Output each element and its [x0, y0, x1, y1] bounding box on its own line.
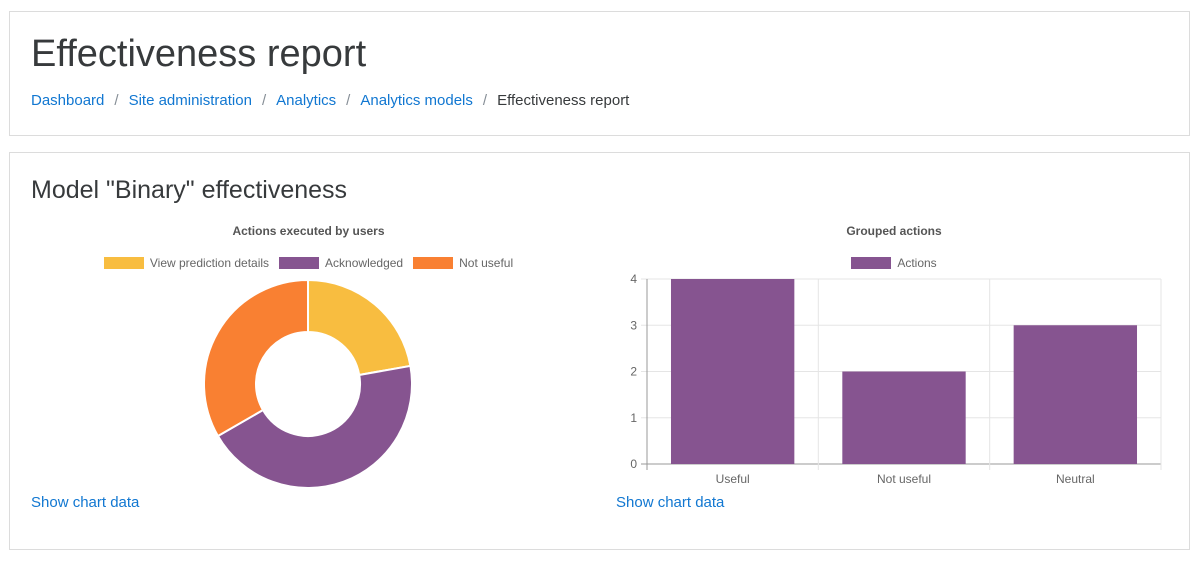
legend-item[interactable]: Acknowledged: [279, 256, 403, 270]
breadcrumb-separator: /: [114, 92, 119, 109]
y-tick-label: 0: [630, 457, 637, 471]
legend-label: Not useful: [459, 256, 514, 270]
bar-plot: 0 1 2 3 4 Useful Not useful Neutral: [630, 273, 1162, 486]
x-tick-label: Neutral: [1056, 472, 1095, 486]
legend-swatch: [279, 257, 320, 269]
legend-label: Acknowledged: [325, 256, 404, 270]
legend-item[interactable]: Not useful: [413, 256, 513, 270]
chart-legend: View prediction details Acknowledged Not…: [31, 256, 586, 270]
legend-label: View prediction details: [149, 256, 270, 270]
y-tick-label: 1: [630, 411, 637, 425]
show-chart-data-link[interactable]: Show chart data: [616, 494, 725, 511]
breadcrumb-separator: /: [261, 92, 267, 109]
doughnut-slice-view-prediction-details[interactable]: [307, 278, 412, 377]
chart-title: Grouped actions: [846, 224, 942, 238]
page-header: Effectiveness report Dashboard / Site ad…: [9, 11, 1190, 136]
legend-item[interactable]: Actions: [851, 256, 937, 270]
effectiveness-panel: Model "Binary" effectiveness Actions exe…: [9, 152, 1190, 550]
page-title: Effectiveness report: [31, 33, 367, 75]
legend-swatch: [103, 257, 144, 269]
breadcrumb: Dashboard / Site administration / Analyt…: [31, 92, 629, 109]
breadcrumb-separator: /: [346, 92, 351, 109]
legend-swatch: [851, 257, 892, 269]
doughnut-slice-not-useful[interactable]: [203, 278, 309, 438]
breadcrumb-dashboard[interactable]: Dashboard: [31, 92, 105, 109]
y-tick-label: 4: [630, 273, 637, 286]
breadcrumb-current: Effectiveness report: [497, 92, 630, 109]
y-tick-label: 2: [630, 365, 637, 379]
x-tick-label: Useful: [716, 472, 750, 486]
doughnut-slice-acknowledged[interactable]: [216, 364, 413, 489]
show-chart-data-link[interactable]: Show chart data: [31, 494, 140, 511]
chart-title: Actions executed by users: [232, 224, 385, 238]
y-tick-label: 3: [630, 318, 637, 332]
legend-item[interactable]: View prediction details: [103, 256, 270, 270]
bar-neutral[interactable]: [1013, 325, 1138, 464]
breadcrumb-analytics-models[interactable]: Analytics models: [360, 92, 473, 109]
section-title: Model "Binary" effectiveness: [31, 176, 348, 204]
doughnut-plot: [203, 278, 413, 489]
legend-label: Actions: [897, 256, 937, 270]
breadcrumb-site-administration[interactable]: Site administration: [128, 92, 252, 109]
doughnut-chart: Actions executed by users View predictio…: [31, 221, 586, 491]
chart-legend: Actions: [609, 256, 1179, 270]
breadcrumb-separator: /: [482, 92, 488, 109]
bar-not-useful[interactable]: [842, 371, 966, 465]
bar-chart: Grouped actions Actions 0 1 2 3 4 Useful Not u…: [609, 221, 1179, 491]
x-tick-label: Not useful: [877, 472, 931, 486]
legend-swatch: [413, 257, 454, 269]
breadcrumb-analytics[interactable]: Analytics: [276, 92, 337, 109]
bar-useful[interactable]: [670, 279, 795, 464]
